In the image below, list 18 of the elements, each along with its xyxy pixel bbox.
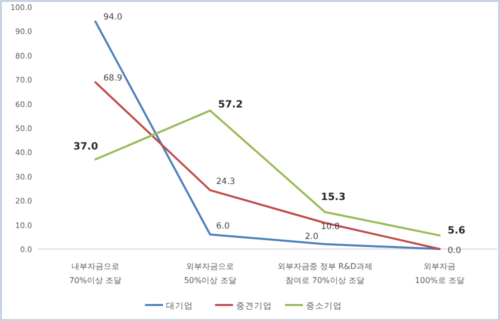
x-tick-label: 내부자금으로 70%이상 조달: [69, 262, 122, 285]
data-label: 24.3: [216, 177, 236, 188]
data-label: 68.9: [103, 73, 122, 84]
data-label: 57.2: [218, 100, 243, 111]
x-tick-label: 외부자금 100%로 조달: [414, 262, 464, 285]
data-label: 6.0: [216, 221, 230, 232]
x-tick-label: 외부자금중 정부 R&D과제 참여로 70%이상 조달: [277, 262, 372, 285]
x-tick-label: 외부자금으로 50%이상 조달: [184, 262, 236, 285]
data-label: 15.3: [320, 192, 346, 203]
data-label: 0.0: [448, 246, 462, 256]
legend-label: 중견기업: [236, 302, 272, 312]
data-label: 94.0: [103, 12, 122, 23]
data-label: 37.0: [73, 141, 98, 152]
data-label: 5.6: [448, 225, 466, 236]
data-label: 2.0: [304, 232, 318, 242]
data-label: 10.8: [320, 222, 340, 232]
legend-label: 중소기업: [306, 302, 342, 312]
legend-label: 대기업: [166, 302, 193, 312]
